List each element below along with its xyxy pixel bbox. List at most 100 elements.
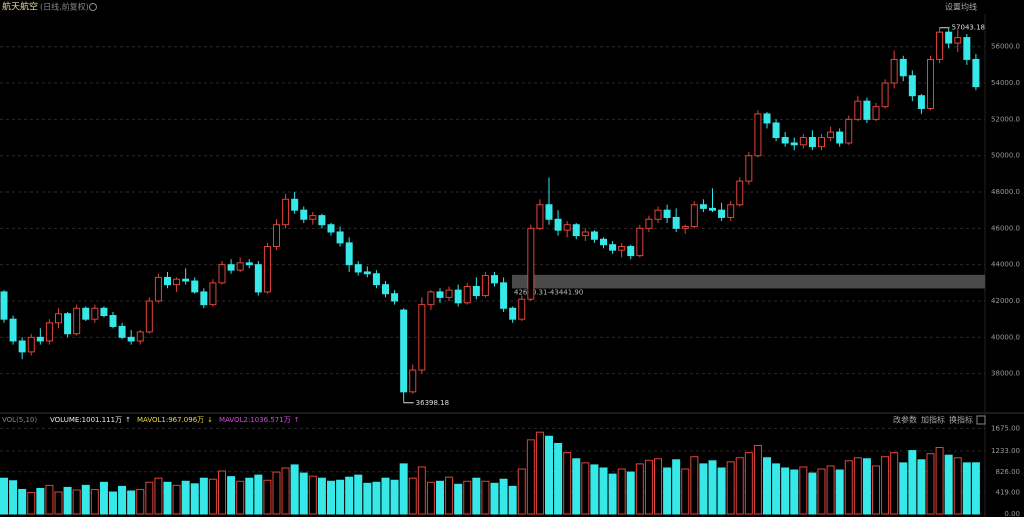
y-tick-label: 38000.0 <box>991 370 1020 378</box>
candle-body <box>282 198 290 226</box>
volume-bar <box>572 458 581 515</box>
candle-body <box>18 340 26 353</box>
volume-bar <box>145 481 154 515</box>
volume-bar <box>953 457 962 515</box>
volume-bar <box>708 460 717 515</box>
volume-bar <box>844 460 853 515</box>
volume-bar <box>372 481 381 515</box>
settings-gear[interactable] <box>89 3 97 11</box>
candle-body <box>245 262 253 266</box>
y-tick-label: 0.00 <box>1004 510 1020 517</box>
volume-bar <box>454 483 463 515</box>
button[interactable]: 加指标 <box>921 415 945 425</box>
candle-body <box>836 131 844 144</box>
volume-bar <box>563 452 572 515</box>
close-button[interactable] <box>976 415 986 425</box>
volume-bar <box>472 477 481 515</box>
candle-body <box>899 58 907 77</box>
candle-body <box>273 224 280 248</box>
volume-stat: MAVOL2:1036.571万 <box>219 416 291 424</box>
candle-body <box>382 284 389 295</box>
volume-bar <box>272 471 281 515</box>
volume-bar <box>99 481 108 515</box>
volume-bar <box>290 464 299 515</box>
volume-bar <box>726 461 735 515</box>
candle-body <box>581 231 589 237</box>
candle-body <box>690 204 698 228</box>
candle-body <box>318 215 326 226</box>
candle-body <box>727 204 735 218</box>
candle-body <box>463 285 471 304</box>
button[interactable]: 改参数 <box>893 415 917 425</box>
y-tick-label: 40000.0 <box>991 333 1020 341</box>
candle-body <box>518 298 526 320</box>
volume-bar <box>308 475 317 515</box>
candle-body <box>391 293 399 302</box>
candle-body <box>845 118 853 144</box>
volume-bar <box>744 452 753 515</box>
volume-bar <box>862 458 871 515</box>
volume-bar <box>109 491 117 515</box>
candle-body <box>491 275 498 284</box>
volume-bar <box>281 467 290 515</box>
candle-body <box>890 58 898 84</box>
volume-bar <box>63 486 72 515</box>
volume-bar <box>899 462 908 515</box>
volume-bar <box>799 466 808 515</box>
candle-body <box>636 227 644 257</box>
button[interactable]: 换指标 <box>949 415 973 425</box>
y-tick-label: 50000.0 <box>991 152 1020 160</box>
y-tick-label: 52000.0 <box>991 115 1020 123</box>
volume-bar <box>545 435 553 515</box>
volume-bar <box>327 480 335 515</box>
volume-bar <box>172 484 181 515</box>
volume-bar <box>808 472 817 515</box>
candle-body <box>590 231 598 240</box>
candle-body <box>672 216 680 229</box>
settings-button[interactable]: 设置均线 <box>945 2 977 12</box>
volume-bar <box>926 453 935 515</box>
candle-body <box>663 209 671 218</box>
volume-bar <box>826 465 835 515</box>
volume-bar <box>817 468 826 515</box>
candle-body <box>745 155 753 182</box>
volume-bar <box>299 472 308 515</box>
candle-body <box>27 336 35 353</box>
volume-bar <box>526 439 535 515</box>
volume-bar <box>935 447 944 515</box>
candle-body <box>527 227 535 300</box>
volume-bar <box>136 488 145 515</box>
candle-body <box>699 204 707 209</box>
volume-bar <box>890 452 899 515</box>
stock-title: 航天航空 <box>2 1 38 13</box>
candle-body <box>472 285 480 297</box>
candle-body <box>600 238 607 246</box>
candle-body <box>55 313 62 324</box>
volume-bar <box>118 485 127 515</box>
candle-body <box>827 131 835 139</box>
volume-bar <box>962 462 971 515</box>
volume-bar <box>872 465 880 515</box>
volume-bar <box>45 484 54 515</box>
candle-body <box>82 307 90 320</box>
volume-bar <box>408 477 417 515</box>
volume-bar <box>535 431 544 515</box>
y-tick-label: 826.00 <box>996 468 1021 476</box>
candle-body <box>790 142 798 146</box>
candle-body <box>509 307 517 320</box>
subtitle: (日线,前复权) <box>40 2 89 12</box>
volume-bar <box>481 480 490 515</box>
volume-stat: VOLUME:1001.111万 <box>50 416 122 424</box>
volume-bar <box>490 482 499 515</box>
volume-bar <box>735 457 744 515</box>
volume-bar <box>218 470 226 515</box>
volume-bar <box>881 456 890 515</box>
volume-bar <box>944 454 953 515</box>
candle-body <box>345 242 353 266</box>
volume-bar <box>917 459 926 515</box>
price-zone <box>512 274 985 289</box>
volume-bar <box>345 476 354 515</box>
candle-body <box>100 307 108 317</box>
candle-body <box>763 113 771 124</box>
volume-bar <box>644 459 653 515</box>
